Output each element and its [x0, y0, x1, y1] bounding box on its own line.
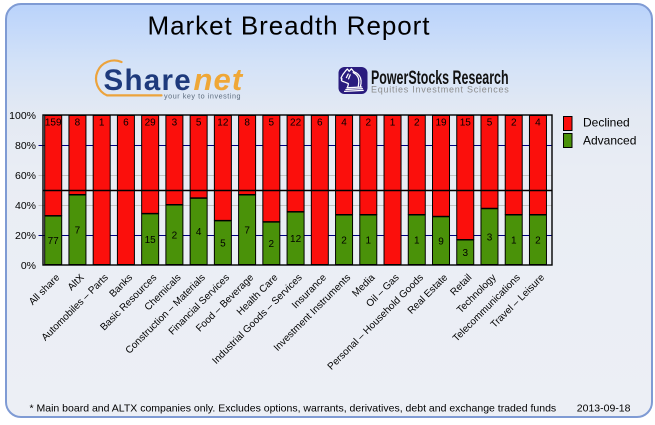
- svg-text:1: 1: [414, 236, 420, 247]
- svg-text:6: 6: [123, 118, 129, 129]
- svg-text:Market Breadth Report: Market Breadth Report: [148, 11, 431, 41]
- svg-text:2: 2: [172, 231, 178, 242]
- svg-text:2: 2: [535, 236, 541, 247]
- svg-text:1: 1: [511, 236, 517, 247]
- svg-text:12: 12: [217, 118, 229, 129]
- svg-text:All share: All share: [27, 272, 63, 308]
- svg-text:Declined: Declined: [583, 116, 630, 130]
- svg-text:77: 77: [48, 236, 60, 247]
- svg-text:5: 5: [220, 238, 226, 249]
- svg-text:AltX: AltX: [66, 272, 87, 293]
- svg-text:22: 22: [290, 118, 302, 129]
- svg-text:9: 9: [438, 236, 444, 247]
- svg-text:2: 2: [341, 236, 347, 247]
- svg-text:5: 5: [269, 118, 275, 129]
- svg-text:1: 1: [366, 236, 372, 247]
- svg-text:Share: Share: [104, 64, 193, 97]
- svg-text:100%: 100%: [9, 110, 36, 122]
- svg-text:4: 4: [196, 227, 202, 238]
- svg-text:* Main board and ALTX companie: * Main board and ALTX companies only. Ex…: [30, 403, 557, 415]
- svg-text:19: 19: [435, 118, 447, 129]
- svg-text:3: 3: [462, 248, 468, 259]
- svg-text:your key to investing: your key to investing: [164, 91, 241, 100]
- svg-text:8: 8: [75, 118, 81, 129]
- svg-text:159: 159: [45, 118, 62, 129]
- svg-text:5: 5: [196, 118, 202, 129]
- svg-text:1: 1: [390, 118, 396, 129]
- svg-text:0%: 0%: [21, 260, 36, 272]
- svg-text:Advanced: Advanced: [583, 134, 636, 148]
- svg-text:6: 6: [317, 118, 323, 129]
- svg-text:2013-09-18: 2013-09-18: [577, 403, 631, 415]
- svg-text:8: 8: [244, 118, 250, 129]
- svg-text:80%: 80%: [15, 140, 36, 152]
- svg-text:15: 15: [460, 118, 472, 129]
- svg-text:40%: 40%: [15, 200, 36, 212]
- svg-text:29: 29: [145, 118, 157, 129]
- svg-text:2: 2: [414, 118, 420, 129]
- svg-text:5: 5: [487, 118, 493, 129]
- svg-text:12: 12: [290, 234, 302, 245]
- svg-text:15: 15: [145, 235, 157, 246]
- svg-text:2: 2: [511, 118, 517, 129]
- svg-text:net: net: [194, 62, 244, 97]
- svg-text:7: 7: [75, 226, 81, 237]
- svg-text:60%: 60%: [15, 170, 36, 182]
- svg-text:Equities Investment Sciences: Equities Investment Sciences: [371, 85, 510, 95]
- svg-text:2: 2: [366, 118, 372, 129]
- svg-text:PowerStocks Research: PowerStocks Research: [371, 67, 509, 88]
- svg-text:3: 3: [172, 118, 178, 129]
- svg-text:4: 4: [341, 118, 347, 129]
- svg-text:4: 4: [535, 118, 541, 129]
- svg-text:7: 7: [244, 226, 250, 237]
- svg-text:2: 2: [269, 239, 275, 250]
- svg-text:20%: 20%: [15, 230, 36, 242]
- svg-text:3: 3: [487, 232, 493, 243]
- svg-text:1: 1: [99, 118, 105, 129]
